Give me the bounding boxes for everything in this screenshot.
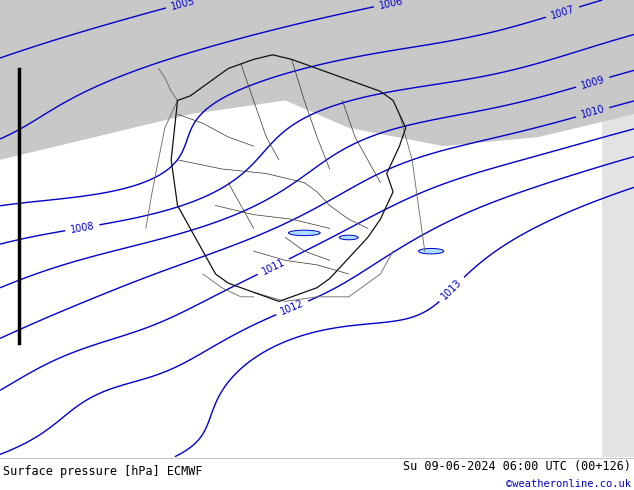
Ellipse shape: [418, 248, 444, 254]
Text: 1007: 1007: [549, 3, 576, 21]
Text: 1008: 1008: [69, 221, 95, 235]
Text: 1006: 1006: [378, 0, 404, 11]
Text: 1011: 1011: [260, 257, 287, 276]
Text: 1009: 1009: [579, 74, 606, 91]
Text: Surface pressure [hPa] ECMWF: Surface pressure [hPa] ECMWF: [3, 465, 203, 478]
Ellipse shape: [339, 235, 358, 240]
Ellipse shape: [288, 230, 320, 236]
Text: 1012: 1012: [279, 298, 306, 318]
Text: 1010: 1010: [579, 104, 606, 121]
Polygon shape: [0, 0, 634, 160]
Text: ©weatheronline.co.uk: ©weatheronline.co.uk: [506, 479, 631, 489]
Text: 1005: 1005: [169, 0, 196, 11]
Text: Su 09-06-2024 06:00 UTC (00+126): Su 09-06-2024 06:00 UTC (00+126): [403, 460, 631, 473]
Polygon shape: [444, 0, 634, 91]
Bar: [602, 0, 634, 457]
Text: 1013: 1013: [439, 277, 464, 302]
